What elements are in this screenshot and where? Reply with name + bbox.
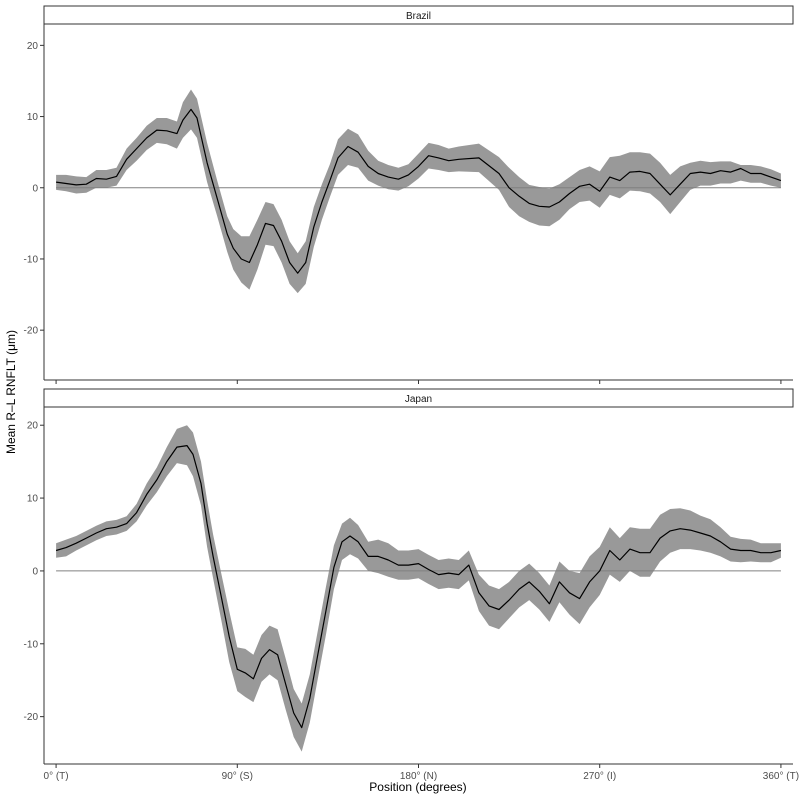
y-tick-label: -10 bbox=[24, 254, 39, 265]
facet-strip-label: Japan bbox=[405, 394, 432, 405]
x-tick-label: 90° (S) bbox=[222, 771, 253, 782]
x-axis-title: Position (degrees) bbox=[369, 780, 466, 794]
x-tick-label: 0° (T) bbox=[44, 771, 69, 782]
facet-strip bbox=[43, 388, 794, 408]
facet-strip bbox=[43, 5, 794, 25]
y-tick-label: 20 bbox=[27, 421, 39, 432]
facet-strip-label: Brazil bbox=[406, 11, 431, 22]
x-tick-label: 180° (N) bbox=[400, 771, 437, 782]
confidence-band bbox=[56, 425, 781, 752]
y-tick-label: -20 bbox=[24, 326, 39, 337]
y-tick-label: 10 bbox=[27, 494, 39, 505]
y-tick-label: 20 bbox=[27, 41, 39, 52]
y-tick-label: 10 bbox=[27, 112, 39, 123]
x-tick-label: 270° (I) bbox=[583, 771, 616, 782]
panel-japan: Japan -20 -10 0 10 20 0° (T) 90° (S) 180° (N) 270… bbox=[24, 388, 799, 782]
y-tick-label: 0 bbox=[32, 566, 38, 577]
panel-brazil: Brazil -20 -10 0 10 20 bbox=[24, 5, 794, 384]
mean-line bbox=[55, 445, 782, 729]
mean-line bbox=[56, 108, 782, 274]
y-axis-title: Mean R–L RNFLT (μm) bbox=[4, 330, 18, 454]
x-tick-label: 360° (T) bbox=[763, 771, 799, 782]
y-tick-label: -20 bbox=[24, 712, 39, 723]
y-tick-label: 0 bbox=[32, 183, 38, 194]
confidence-band bbox=[56, 89, 781, 294]
y-tick-label: -10 bbox=[24, 639, 39, 650]
